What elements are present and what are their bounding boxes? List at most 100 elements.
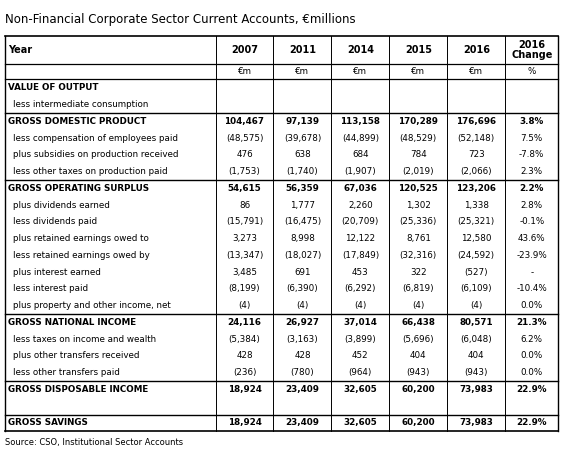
Text: (4): (4) [470,301,482,310]
Text: 12,122: 12,122 [345,234,376,243]
Text: (48,575): (48,575) [226,134,263,142]
Text: 1,338: 1,338 [464,201,489,210]
Text: (4): (4) [354,301,367,310]
Text: 2.8%: 2.8% [520,201,543,210]
Text: GROSS DOMESTIC PRODUCT: GROSS DOMESTIC PRODUCT [8,117,146,126]
Text: 2015: 2015 [405,45,432,55]
Text: 1,777: 1,777 [290,201,315,210]
Text: 32,605: 32,605 [344,419,377,427]
Text: 3,485: 3,485 [232,268,257,277]
Text: 691: 691 [294,268,311,277]
Text: 86: 86 [239,201,250,210]
Text: 1,302: 1,302 [406,201,431,210]
Text: (39,678): (39,678) [284,134,321,142]
Text: 12,580: 12,580 [461,234,491,243]
Text: less interest paid: less interest paid [13,284,88,293]
Text: (25,336): (25,336) [400,217,437,227]
Text: €m: €m [412,67,425,76]
Text: 2011: 2011 [289,45,316,55]
Text: 428: 428 [236,351,253,360]
Text: 6.2%: 6.2% [521,335,543,344]
Text: plus dividends earned: plus dividends earned [13,201,109,210]
Text: 113,158: 113,158 [340,117,380,126]
Text: (44,899): (44,899) [342,134,379,142]
Text: (16,475): (16,475) [284,217,321,227]
Text: (964): (964) [349,368,372,377]
Text: Non-Financial Corporate Sector Current Accounts, €millions: Non-Financial Corporate Sector Current A… [5,13,355,26]
Text: (1,753): (1,753) [229,167,260,176]
Text: 723: 723 [468,151,484,159]
Text: (8,199): (8,199) [229,284,260,293]
Text: plus other transfers received: plus other transfers received [13,351,139,360]
Text: €m: €m [238,67,251,76]
Text: (18,027): (18,027) [284,251,321,260]
Text: 2.3%: 2.3% [520,167,543,176]
Text: 453: 453 [352,268,369,277]
Text: 26,927: 26,927 [286,318,319,327]
Text: (25,321): (25,321) [458,217,495,227]
Text: plus retained earnings owed to: plus retained earnings owed to [13,234,148,243]
Text: plus subsidies on production received: plus subsidies on production received [13,151,178,159]
Text: (52,148): (52,148) [458,134,495,142]
Text: (24,592): (24,592) [458,251,495,260]
Text: (4): (4) [412,301,425,310]
Text: 18,924: 18,924 [227,385,262,394]
Text: GROSS NATIONAL INCOME: GROSS NATIONAL INCOME [8,318,136,327]
Text: less retained earnings owed by: less retained earnings owed by [13,251,149,260]
Text: plus property and other income, net: plus property and other income, net [13,301,170,310]
Text: 176,696: 176,696 [456,117,496,126]
Text: 2007: 2007 [231,45,258,55]
Text: (32,316): (32,316) [400,251,437,260]
Text: (6,292): (6,292) [345,284,376,293]
Text: 73,983: 73,983 [459,419,493,427]
Text: 120,525: 120,525 [398,184,438,193]
Text: (17,849): (17,849) [342,251,379,260]
Text: (6,819): (6,819) [402,284,434,293]
Text: 73,983: 73,983 [459,385,493,394]
Text: VALUE OF OUTPUT: VALUE OF OUTPUT [8,83,99,92]
Text: 476: 476 [236,151,253,159]
Text: 404: 404 [410,351,427,360]
Text: Source: CSO, Institutional Sector Accounts: Source: CSO, Institutional Sector Accoun… [5,438,182,447]
Text: GROSS OPERATING SURPLUS: GROSS OPERATING SURPLUS [8,184,149,193]
Text: 638: 638 [294,151,311,159]
Text: 24,116: 24,116 [227,318,262,327]
Text: 54,615: 54,615 [227,184,262,193]
Text: less compensation of employees paid: less compensation of employees paid [13,134,177,142]
Text: 3,273: 3,273 [232,234,257,243]
Text: (15,791): (15,791) [226,217,263,227]
Text: -7.8%: -7.8% [519,151,544,159]
Text: 428: 428 [294,351,311,360]
Text: (6,109): (6,109) [461,284,492,293]
Text: 452: 452 [352,351,369,360]
Text: 37,014: 37,014 [344,318,377,327]
Text: €m: €m [353,67,368,76]
Text: 0.0%: 0.0% [520,351,543,360]
Text: €m: €m [469,67,483,76]
Text: 8,761: 8,761 [406,234,431,243]
Text: 3.8%: 3.8% [520,117,544,126]
Text: (48,529): (48,529) [400,134,437,142]
Text: less dividends paid: less dividends paid [13,217,97,227]
Text: less other transfers paid: less other transfers paid [13,368,120,377]
Text: (2,019): (2,019) [402,167,434,176]
Text: (20,709): (20,709) [341,217,379,227]
Text: 0.0%: 0.0% [520,301,543,310]
Text: (6,390): (6,390) [287,284,318,293]
Text: 32,605: 32,605 [344,385,377,394]
Text: (3,163): (3,163) [287,335,318,344]
Text: 322: 322 [410,268,427,277]
Text: 0.0%: 0.0% [520,368,543,377]
Text: 66,438: 66,438 [401,318,435,327]
Text: (4): (4) [296,301,308,310]
Text: (1,907): (1,907) [344,167,376,176]
Text: plus interest earned: plus interest earned [13,268,100,277]
Text: 2,260: 2,260 [348,201,373,210]
Text: 18,924: 18,924 [227,419,262,427]
Text: 23,409: 23,409 [286,385,319,394]
Text: 22.9%: 22.9% [516,419,547,427]
Text: less taxes on income and wealth: less taxes on income and wealth [13,335,156,344]
Text: -0.1%: -0.1% [519,217,544,227]
Text: 60,200: 60,200 [401,419,435,427]
Text: (4): (4) [238,301,251,310]
